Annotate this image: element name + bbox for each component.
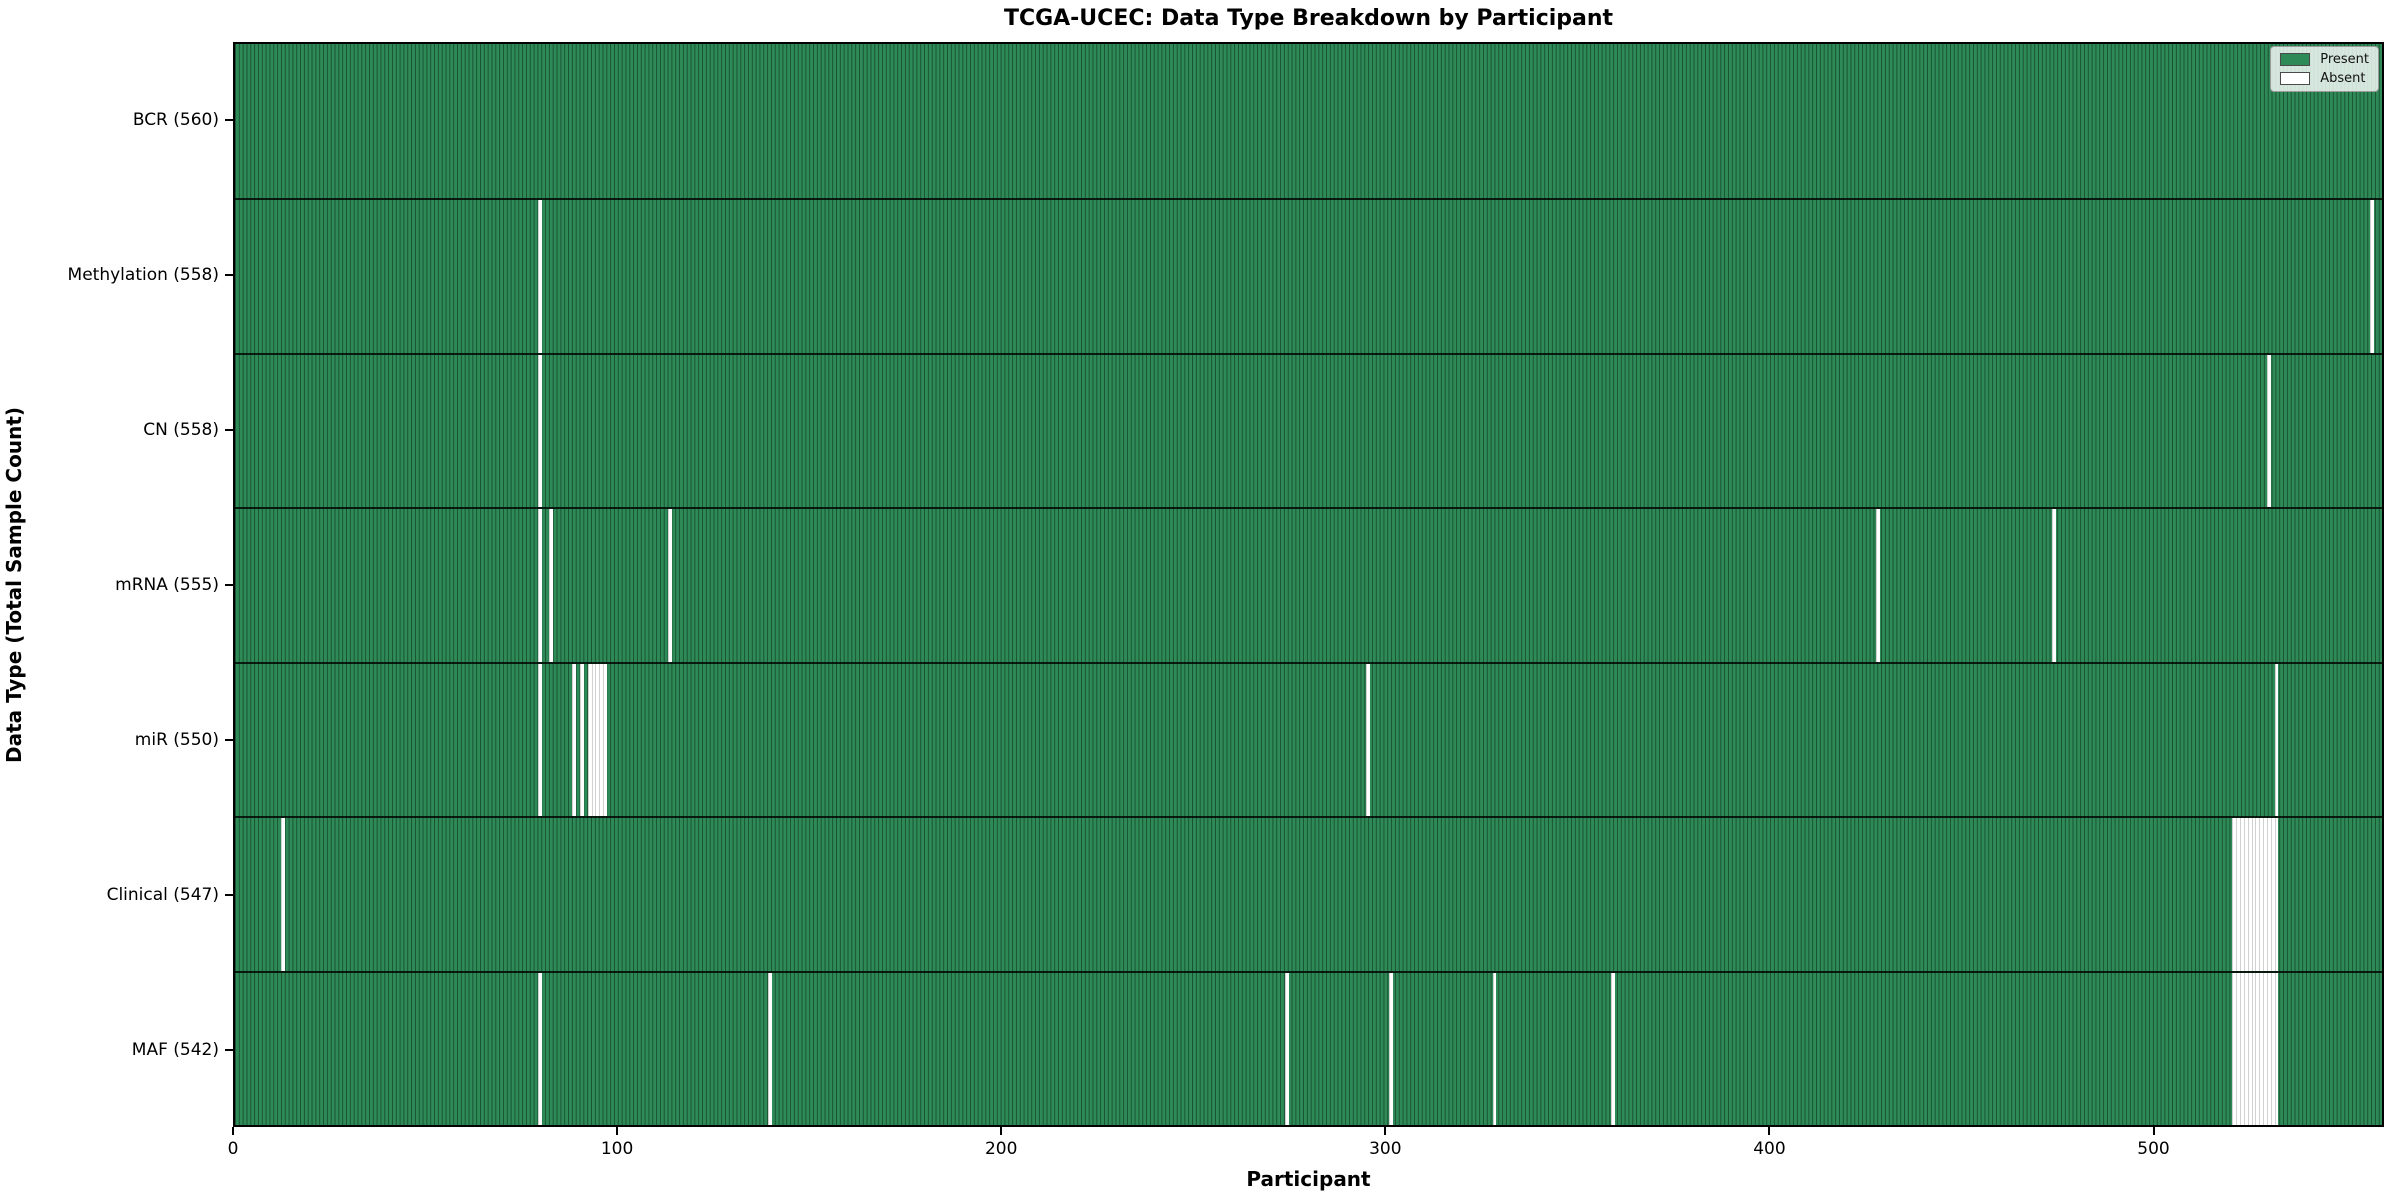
absent-gap (1611, 972, 1616, 1125)
absent-gap (537, 509, 542, 662)
absent-gap (2255, 818, 2260, 971)
legend-swatch-absent (2280, 72, 2311, 85)
absent-gap (587, 663, 592, 817)
legend: Present Absent (2270, 46, 2379, 92)
absent-gap (1875, 509, 1880, 662)
absent-gap (2266, 354, 2271, 508)
x-tick-mark (2152, 1127, 2155, 1135)
row-miR (235, 661, 2382, 817)
absent-gap (668, 509, 673, 662)
y-axis-title: Data Type (Total Sample Count) (2, 406, 26, 764)
absent-gap (2243, 818, 2248, 971)
y-tick-mark (225, 1048, 233, 1051)
absent-gap (599, 663, 604, 817)
absent-gap (580, 663, 584, 817)
x-tick-label: 200 (984, 1139, 1018, 1159)
legend-item-present: Present (2280, 52, 2369, 67)
x-axis-title: Participant (1246, 1167, 1371, 1191)
absent-gap (537, 972, 542, 1125)
y-tick-label-BCR: BCR (560) (132, 109, 219, 130)
y-tick-label-miR: miR (550) (134, 729, 219, 750)
row-MAF (235, 970, 2382, 1125)
y-tick-mark (225, 428, 233, 431)
absent-gap (603, 663, 607, 817)
x-tick-label: 400 (1753, 1139, 1786, 1159)
chart-title: TCGA-UCEC: Data Type Breakdown by Partic… (1003, 6, 1614, 31)
row-CN (235, 352, 2382, 508)
absent-gap (2270, 972, 2275, 1125)
y-tick-label-CN: CN (558) (143, 419, 219, 440)
absent-gap (591, 663, 596, 817)
row-mRNA (235, 507, 2382, 662)
absent-gap (2259, 972, 2264, 1125)
absent-gap (2270, 818, 2275, 971)
y-tick-mark (225, 118, 233, 121)
absent-gap (2255, 972, 2260, 1125)
plot-wrap: BCR (560) Methylation (558) CN (558) mRNA (… (68, 42, 2384, 1191)
absent-gap (2274, 972, 2279, 1125)
x-tick-mark (616, 1127, 619, 1135)
y-tick-mark (225, 583, 233, 586)
absent-gap (767, 972, 772, 1125)
absent-gap (537, 354, 542, 508)
absent-gap (2263, 818, 2267, 971)
x-tick-label: 0 (227, 1139, 239, 1159)
absent-gap (2232, 818, 2237, 971)
absent-gap (2274, 663, 2279, 817)
absent-gap (572, 663, 577, 817)
plot-area (233, 42, 2384, 1127)
x-tick-mark (1768, 1127, 1771, 1135)
absent-gap (1285, 972, 1290, 1125)
absent-gap (1366, 663, 1370, 817)
absent-gap (2243, 972, 2248, 1125)
absent-gap (2251, 972, 2256, 1125)
y-tick-label-mRNA: mRNA (555) (115, 574, 219, 595)
x-tick-label: 500 (2137, 1139, 2170, 1159)
row-Clinical (235, 816, 2382, 971)
absent-gap (549, 509, 554, 662)
absent-gap (1492, 972, 1497, 1125)
y-tick-mark (225, 738, 233, 741)
legend-label: Present (2320, 52, 2369, 67)
absent-gap (2232, 972, 2237, 1125)
x-tick-mark (232, 1127, 234, 1135)
absent-gap (2240, 972, 2244, 1125)
y-tick-mark (225, 273, 233, 276)
x-tick-mark (1384, 1127, 1387, 1135)
y-tick-label-Clinical: Clinical (547) (106, 884, 219, 905)
x-tick-mark (1000, 1127, 1003, 1135)
x-tick-label: 300 (1369, 1139, 1402, 1159)
absent-gap (2240, 818, 2244, 971)
legend-swatch-present (2280, 53, 2311, 66)
absent-gap (2263, 972, 2267, 1125)
row-BCR (235, 44, 2382, 199)
x-tick-label: 100 (600, 1139, 634, 1159)
absent-gap (2259, 818, 2264, 971)
legend-label: Absent (2320, 71, 2366, 86)
absent-gap (2052, 509, 2057, 662)
row-Methylation (235, 198, 2382, 353)
absent-gap (2251, 818, 2256, 971)
absent-gap (2247, 818, 2252, 971)
absent-gap (2236, 972, 2241, 1125)
y-tick-label-Methylation: Methylation (558) (67, 264, 219, 285)
absent-gap (2266, 818, 2271, 971)
absent-gap (2266, 972, 2271, 1125)
absent-gap (595, 663, 600, 817)
absent-gap (2274, 818, 2279, 971)
y-tick-label-MAF: MAF (542) (131, 1039, 219, 1060)
y-tick-mark (225, 893, 233, 896)
absent-gap (1389, 972, 1393, 1125)
legend-item-absent: Absent (2280, 71, 2369, 86)
absent-gap (2247, 972, 2252, 1125)
absent-gap (537, 200, 542, 353)
absent-gap (537, 663, 542, 817)
absent-gap (281, 818, 285, 971)
absent-gap (2236, 818, 2241, 971)
absent-gap (2370, 200, 2375, 353)
